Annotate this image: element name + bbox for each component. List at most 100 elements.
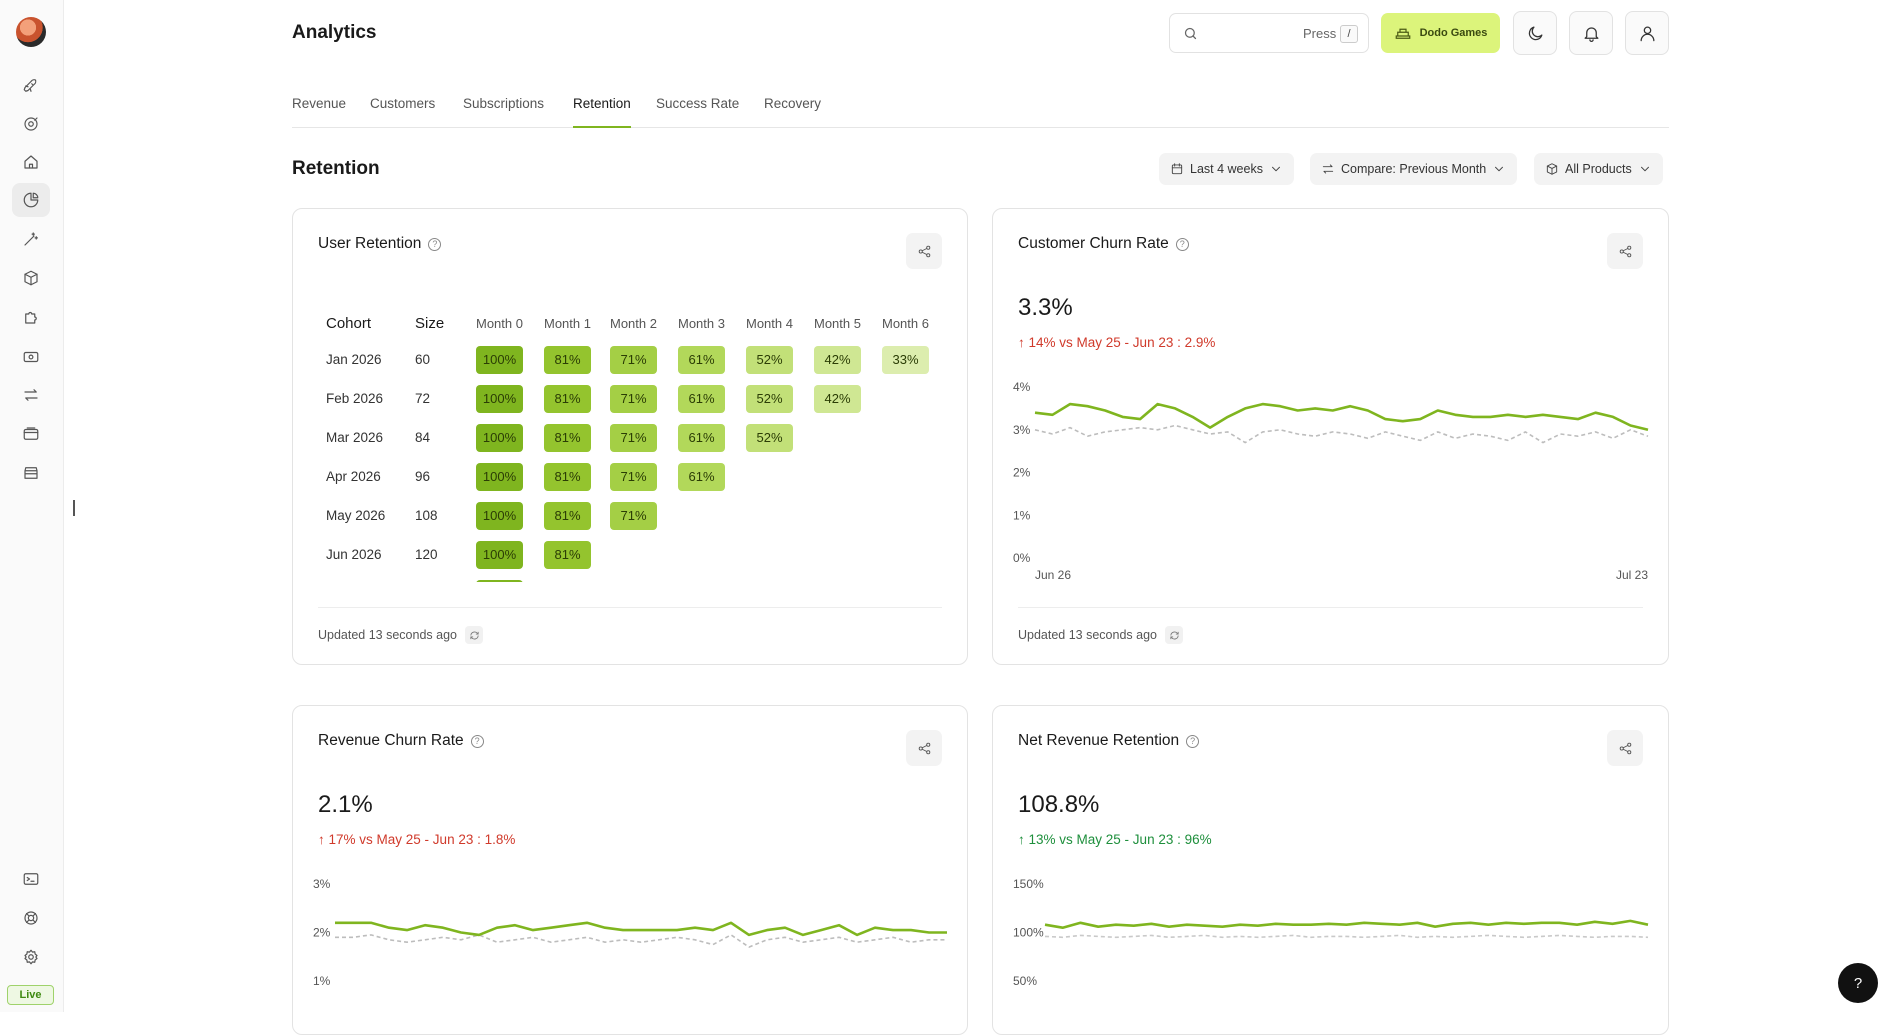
retention-value[interactable]: 100% — [476, 540, 523, 569]
settings-icon[interactable] — [12, 940, 50, 974]
retention-value[interactable]: 42% — [814, 384, 861, 413]
last-updated: Updated 13 seconds ago — [318, 626, 483, 644]
retention-value[interactable]: 33% — [882, 345, 929, 374]
retention-value[interactable]: 71% — [610, 462, 657, 491]
share-button[interactable] — [906, 730, 942, 766]
puzzle-icon[interactable] — [12, 300, 50, 334]
retention-value[interactable]: 52% — [746, 345, 793, 374]
box-icon[interactable] — [12, 261, 50, 295]
retention-value[interactable]: 71% — [610, 384, 657, 413]
search-input[interactable]: Press / — [1169, 13, 1369, 53]
retention-value[interactable]: 100% — [476, 345, 523, 374]
tab-success-rate[interactable]: Success Rate — [656, 96, 740, 111]
current-series-line — [335, 921, 947, 937]
metric-delta: ↑ 17% vs May 25 - Jun 23 : 1.8% — [318, 832, 515, 847]
rocket-icon[interactable] — [12, 69, 50, 103]
refresh-button[interactable] — [465, 626, 483, 644]
retention-value[interactable]: 100% — [476, 579, 523, 582]
terminal-icon[interactable] — [12, 862, 50, 896]
cohort-row: Mar 2026 84 100% 81% 71% 61% 52% — [326, 418, 950, 457]
retention-cell: 33% — [882, 340, 950, 379]
business-switcher-button[interactable]: Dodo Games — [1381, 13, 1500, 53]
retention-cell: 61% — [678, 379, 746, 418]
retention-value[interactable]: 71% — [610, 423, 657, 452]
retention-value[interactable]: 100% — [476, 501, 523, 530]
tab-customers[interactable]: Customers — [370, 96, 436, 111]
card-divider — [1018, 607, 1643, 608]
share-button[interactable] — [1607, 730, 1643, 766]
retention-cell: 71% — [610, 379, 678, 418]
cohort-label: Apr 2026 — [326, 469, 381, 484]
retention-value[interactable]: 81% — [544, 423, 591, 452]
avatar[interactable] — [16, 17, 46, 47]
notifications-button[interactable] — [1569, 11, 1613, 55]
tab-revenue[interactable]: Revenue — [292, 96, 347, 111]
card-title: Revenue Churn Rate ? — [318, 732, 484, 750]
tab-retention[interactable]: Retention — [573, 96, 631, 128]
retention-cell — [814, 457, 882, 496]
transfer-icon[interactable] — [12, 378, 50, 412]
help-icon[interactable]: ? — [470, 734, 484, 748]
retention-value[interactable]: 71% — [610, 501, 657, 530]
retention-value[interactable]: 81% — [544, 462, 591, 491]
column-header-month-6: Month 6 — [882, 315, 929, 331]
retention-value[interactable]: 52% — [746, 384, 793, 413]
search-shortcut-key: / — [1340, 25, 1358, 43]
retention-value[interactable]: 61% — [678, 384, 725, 413]
store-icon[interactable] — [12, 456, 50, 490]
cohort-row: Jun 2026 120 100% 81% — [326, 535, 950, 574]
retention-value[interactable]: 61% — [678, 423, 725, 452]
share-button[interactable] — [1607, 233, 1643, 269]
support-icon[interactable] — [12, 901, 50, 935]
retention-value[interactable]: 81% — [544, 384, 591, 413]
cohort-table: Cohort Size Month 0 Month 1 Month 2 Mont… — [326, 306, 966, 582]
retention-value[interactable]: 81% — [544, 501, 591, 530]
home-icon[interactable] — [12, 145, 50, 179]
help-icon[interactable]: ? — [428, 237, 442, 251]
y-tick-label: 3% — [1013, 423, 1031, 437]
compare-filter-dropdown[interactable]: Compare: Previous Month — [1310, 153, 1518, 185]
help-icon[interactable]: ? — [1186, 734, 1200, 748]
retention-value[interactable]: 61% — [678, 462, 725, 491]
target-icon[interactable] — [12, 107, 50, 141]
retention-value[interactable]: 100% — [476, 462, 523, 491]
y-tick-label: 1% — [1013, 508, 1031, 522]
period-filter-dropdown[interactable]: Last 4 weeks — [1159, 153, 1294, 185]
arrow-up-icon: ↑ — [318, 832, 329, 847]
retention-cell: 81% — [544, 457, 610, 496]
retention-value[interactable]: 42% — [814, 345, 861, 374]
products-filter-dropdown[interactable]: All Products — [1534, 153, 1663, 185]
refresh-button[interactable] — [1165, 626, 1183, 644]
retention-value[interactable]: 100% — [476, 384, 523, 413]
retention-value[interactable]: 100% — [476, 423, 523, 452]
comparison-series-line — [335, 934, 947, 948]
profile-button[interactable] — [1625, 11, 1669, 55]
help-icon[interactable]: ? — [1175, 237, 1189, 251]
refresh-icon — [1169, 631, 1179, 639]
retention-value[interactable]: 81% — [544, 345, 591, 374]
retention-value[interactable]: 52% — [746, 423, 793, 452]
x-tick-label: Jul 23 — [1616, 568, 1648, 582]
retention-value[interactable]: 81% — [544, 540, 591, 569]
money-icon[interactable] — [12, 340, 50, 374]
sidebar-collapse-handle[interactable] — [73, 500, 75, 516]
cohort-row: Jan 2026 60 100% 81% 71% 61% 52% 42% 33% — [326, 340, 950, 379]
search-icon — [1184, 27, 1197, 40]
wallet-icon[interactable] — [12, 417, 50, 451]
brand-logo-icon — [1395, 28, 1410, 39]
theme-toggle-button[interactable] — [1513, 11, 1557, 55]
comparison-series-line — [1034, 424, 1649, 444]
help-chat-button[interactable]: ? — [1838, 963, 1878, 1003]
live-badge[interactable]: Live — [7, 985, 54, 1005]
metric-value: 2.1% — [318, 791, 373, 818]
retention-value[interactable]: 71% — [610, 345, 657, 374]
analytics-icon[interactable] — [12, 183, 50, 217]
tab-recovery[interactable]: Recovery — [764, 96, 822, 111]
y-tick-label: 1% — [313, 974, 331, 988]
share-button[interactable] — [906, 233, 942, 269]
tab-subscriptions[interactable]: Subscriptions — [463, 96, 545, 111]
retention-value[interactable]: 61% — [678, 345, 725, 374]
share-icon — [1619, 742, 1631, 754]
retention-cell: 81% — [544, 496, 610, 535]
magic-wand-icon[interactable] — [12, 222, 50, 256]
